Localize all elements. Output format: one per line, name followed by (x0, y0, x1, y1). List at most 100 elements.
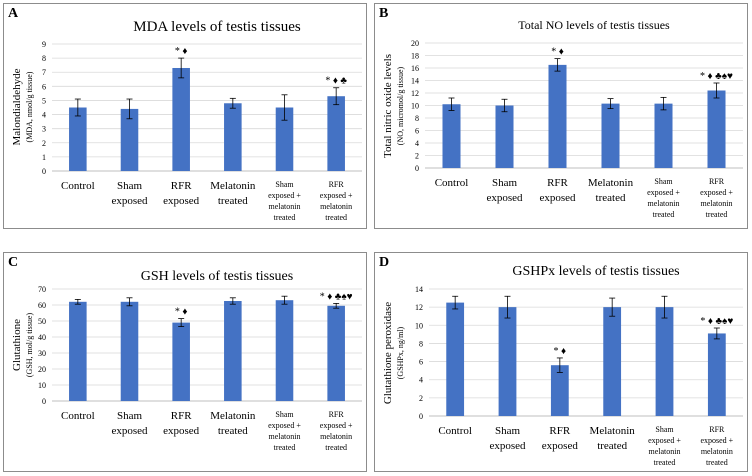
y-tick-label: 20 (411, 39, 419, 48)
panel-label: A (8, 6, 19, 21)
x-category-label: exposed (486, 192, 523, 204)
significance-marker: * ♦ (554, 346, 567, 357)
y-tick-label: 70 (38, 285, 46, 294)
x-category-label: treated (653, 210, 675, 219)
y-tick-label: 10 (38, 381, 46, 390)
bar (707, 333, 726, 416)
bar (327, 96, 345, 171)
y-tick-label: 6 (42, 82, 46, 91)
bar (603, 307, 622, 416)
bar (224, 301, 242, 401)
x-category-label: treated (706, 458, 728, 467)
x-category-label: exposed + (700, 436, 733, 445)
y-tick-label: 6 (415, 127, 419, 136)
y-tick-label: 2 (415, 152, 419, 161)
x-category-label: exposed (163, 195, 200, 207)
chart-panel-a: A MDA levels of testis tissues Malondiald… (3, 3, 367, 229)
x-category-label: treated (274, 443, 296, 452)
x-category-label: exposed (111, 425, 148, 437)
x-category-label: Sham (275, 410, 294, 419)
bar (69, 301, 87, 401)
x-category-label: Melatonin (210, 410, 256, 422)
x-category-label: treated (597, 440, 627, 452)
x-category-label: Control (61, 410, 95, 422)
x-category-label: Sham (654, 177, 673, 186)
chart-title: Total NO levels of testis tissues (518, 18, 670, 32)
panel-label: D (379, 255, 390, 270)
y-tick-label: 30 (38, 349, 46, 358)
x-category-label: exposed + (320, 421, 353, 430)
chart-panel-d: D GSHPx levels of testis tissues Glutathi… (374, 252, 748, 472)
chart-title: MDA levels of testis tissues (133, 19, 301, 35)
y-tick-label: 18 (411, 52, 419, 61)
y-tick-label: 14 (415, 285, 423, 294)
x-category-label: melatonin (649, 447, 681, 456)
bar (172, 322, 190, 401)
x-category-label: Melatonin (210, 180, 256, 192)
bar (172, 67, 190, 171)
panel-label: B (379, 6, 389, 21)
y-axis-label: Glutathione peroxidase (382, 302, 394, 404)
y-axis-label: Total nitric oxide levels (382, 54, 394, 158)
y-tick-label: 0 (42, 167, 46, 176)
y-tick-label: 60 (38, 301, 46, 310)
x-category-label: treated (218, 195, 248, 207)
y-axis-sublabel: (NO, micromol/g tissue) (396, 66, 405, 145)
y-tick-label: 20 (38, 365, 46, 374)
x-category-label: exposed + (647, 188, 680, 197)
x-category-label: melatonin (320, 432, 352, 441)
bar (495, 105, 514, 168)
x-category-label: melatonin (320, 202, 352, 211)
bar (69, 107, 87, 171)
x-category-label: treated (596, 192, 626, 204)
y-tick-label: 1 (42, 153, 46, 162)
significance-marker: * ♦ (175, 307, 188, 318)
bar (275, 107, 294, 171)
y-tick-label: 14 (411, 77, 419, 86)
x-category-label: RFR (709, 177, 725, 186)
x-category-label: treated (654, 458, 676, 467)
bar (327, 305, 345, 401)
significance-marker: * ♦ ♣ (325, 76, 347, 87)
y-tick-label: 5 (42, 96, 46, 105)
y-tick-label: 4 (415, 139, 419, 148)
chart-title: GSHPx levels of testis tissues (512, 264, 679, 279)
y-tick-label: 8 (42, 54, 46, 63)
x-category-label: RFR (329, 410, 345, 419)
x-category-label: Control (438, 425, 472, 437)
y-tick-label: 6 (419, 358, 423, 367)
x-category-label: RFR (547, 177, 568, 189)
x-category-label: Control (435, 177, 469, 189)
y-axis-label: Malondialdehyde (11, 68, 23, 145)
bar (601, 103, 620, 168)
x-category-label: Sham (655, 425, 674, 434)
significance-marker: * ♦ (551, 47, 564, 58)
y-tick-label: 50 (38, 317, 46, 326)
bar (120, 108, 139, 171)
chart-title: GSH levels of testis tissues (141, 269, 293, 284)
x-category-label: RFR (171, 180, 192, 192)
y-tick-label: 10 (415, 321, 423, 330)
x-category-label: exposed (163, 425, 200, 437)
y-tick-label: 7 (42, 68, 46, 77)
significance-marker: * ♦ (175, 46, 188, 57)
significance-marker: * ♦ ♣♠♥ (320, 291, 353, 302)
x-category-label: exposed (489, 440, 526, 452)
y-tick-label: 0 (415, 164, 419, 173)
x-category-label: RFR (329, 180, 345, 189)
x-category-label: treated (706, 210, 728, 219)
chart-svg: GSH levels of testis tissues Glutathione(… (11, 269, 362, 452)
y-tick-label: 9 (42, 40, 46, 49)
bar (275, 300, 294, 401)
x-category-label: RFR (709, 425, 725, 434)
y-tick-label: 2 (42, 139, 46, 148)
chart-svg: GSHPx levels of testis tissues Glutathion… (382, 264, 743, 467)
x-category-label: treated (325, 213, 347, 222)
x-category-label: melatonin (269, 202, 301, 211)
x-category-label: Melatonin (588, 177, 634, 189)
chart-svg: Total NO levels of testis tissues Total n… (382, 18, 743, 219)
x-category-label: exposed (539, 192, 576, 204)
y-axis-sublabel: (MDA, nmol/g tissue) (25, 71, 34, 142)
y-tick-label: 10 (411, 102, 419, 111)
x-category-label: Sham (275, 180, 294, 189)
